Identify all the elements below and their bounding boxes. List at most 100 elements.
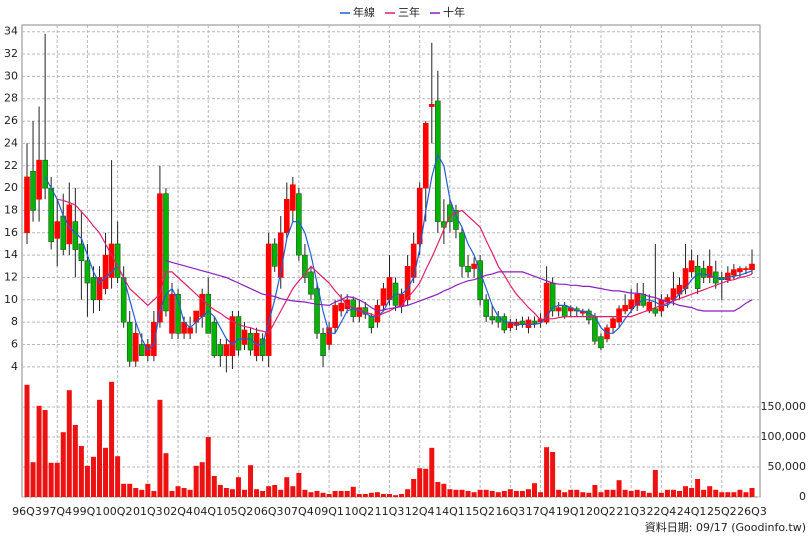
candle-body	[501, 316, 508, 331]
volume-bar	[121, 483, 127, 497]
candle-body	[169, 293, 175, 334]
x-tick-label: 04Q1	[193, 505, 223, 518]
volume-bar	[163, 453, 169, 497]
candle-body	[543, 282, 550, 323]
candle-body	[138, 344, 145, 356]
candle-body	[290, 184, 296, 211]
volume-bar	[24, 384, 30, 497]
candle-body	[743, 268, 749, 270]
volume-bar	[302, 489, 308, 497]
x-tick-label: 01Q3	[133, 505, 163, 518]
candle-body	[265, 243, 272, 356]
volume-bar	[719, 492, 725, 497]
ma-line	[44, 152, 753, 352]
volume-bar	[199, 462, 205, 497]
volume-bar	[284, 477, 290, 497]
x-tick-label: 11Q3	[375, 505, 405, 518]
y-tick-label: 24	[4, 136, 18, 149]
candle-body	[217, 344, 224, 356]
candle-body	[435, 100, 441, 222]
candle-body	[616, 308, 622, 323]
legend-label: 三年	[398, 5, 420, 19]
x-tick-label: 96Q3	[12, 505, 42, 518]
volume-bar	[42, 410, 48, 497]
volume-bar	[483, 489, 489, 497]
candle-body	[30, 171, 36, 211]
volume-bar	[447, 489, 453, 497]
y-tick-label: 12	[4, 270, 18, 283]
x-tick-label: 15Q2	[465, 505, 495, 518]
volume-bar	[489, 491, 495, 497]
x-tick-label: 12Q4	[405, 505, 435, 518]
volume-bar	[109, 381, 115, 497]
volume-bar	[72, 425, 78, 497]
candle-body	[66, 204, 73, 245]
volume-bar	[495, 492, 501, 497]
y-tick-label: 32	[4, 47, 18, 60]
volume-bar	[634, 489, 640, 497]
volume-bar	[465, 491, 471, 497]
x-tick-label: 99Q1	[73, 505, 103, 518]
legend-label: 年線	[353, 5, 375, 19]
y-tick-label: 22	[4, 159, 18, 172]
volume-bar	[374, 492, 380, 497]
candle-body	[344, 299, 351, 310]
candle-body	[302, 254, 308, 278]
candle-body	[241, 329, 248, 345]
volume-bar	[115, 456, 121, 497]
x-tick-label: 00Q2	[103, 505, 133, 518]
volume-bar	[677, 491, 682, 497]
y-tick-label: 26	[4, 114, 18, 127]
candle-body	[320, 333, 326, 356]
volume-bar	[151, 491, 157, 497]
candle-body	[646, 301, 653, 312]
candle-body	[688, 260, 695, 273]
candle-body	[229, 316, 236, 356]
volume-bar	[248, 465, 254, 497]
candle-body	[622, 305, 628, 312]
candle-body	[459, 232, 465, 267]
volume-bar	[664, 489, 670, 497]
candle-body	[132, 333, 139, 362]
y2-tick-label: 100,000	[761, 430, 807, 443]
candle-body	[489, 316, 496, 321]
candle-body	[187, 327, 193, 334]
y-tick-label: 20	[4, 181, 18, 194]
candle-body	[271, 243, 278, 267]
volume-bar	[616, 480, 622, 497]
volume-bar	[235, 477, 241, 497]
volume-bar	[103, 447, 109, 497]
legend-label: 十年	[443, 5, 465, 19]
volume-bar	[411, 479, 417, 497]
candle-body	[706, 265, 713, 278]
y2-tick-label: 150,000	[761, 400, 807, 413]
candle-body	[725, 272, 731, 280]
candle-body	[157, 193, 163, 323]
volume-bar	[84, 465, 90, 497]
candle-body	[114, 243, 121, 278]
volume-bar	[320, 492, 326, 497]
volume-bar	[217, 485, 223, 497]
volume-bar	[181, 488, 187, 497]
y-tick-label: 18	[4, 203, 18, 216]
volume-bar	[713, 489, 719, 497]
volume-bar	[417, 468, 423, 497]
y-tick-label: 30	[4, 69, 18, 82]
candle-body	[749, 263, 755, 270]
candle-body	[386, 277, 393, 301]
y2-tick-label: 0	[799, 490, 806, 503]
candle-body	[24, 176, 30, 234]
volume-bar	[737, 489, 743, 497]
volume-bar	[380, 494, 386, 497]
volume-bar	[501, 491, 507, 497]
candle-body	[78, 243, 85, 262]
volume-bar	[513, 491, 519, 497]
volume-bar	[266, 486, 272, 497]
volume-bar	[229, 489, 235, 497]
volume-bar	[749, 488, 755, 497]
y-tick-label: 10	[4, 293, 18, 306]
candle-body	[163, 193, 169, 312]
x-tick-label: 16Q3	[496, 505, 526, 518]
volume-bar	[604, 489, 610, 497]
